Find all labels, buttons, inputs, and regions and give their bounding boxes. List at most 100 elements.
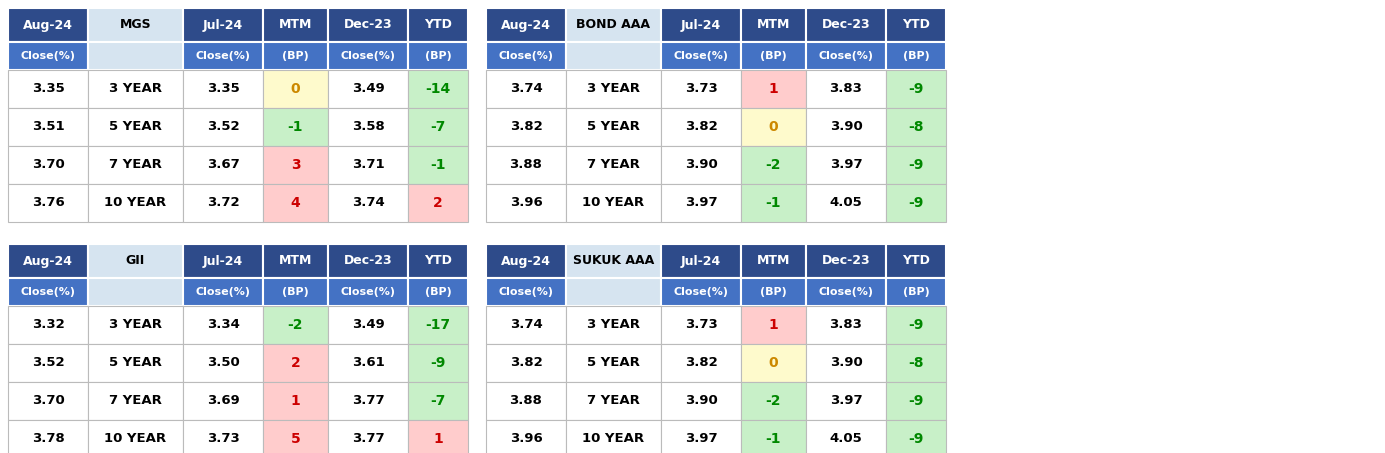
- Bar: [89, 420, 183, 453]
- Bar: [8, 42, 89, 70]
- Text: Close(%): Close(%): [673, 51, 729, 61]
- Text: (BP): (BP): [903, 51, 929, 61]
- Text: 3.96: 3.96: [510, 197, 543, 209]
- Bar: [661, 382, 741, 420]
- Bar: [566, 344, 661, 382]
- Bar: [566, 420, 661, 453]
- Text: -7: -7: [431, 120, 446, 134]
- Bar: [328, 108, 409, 146]
- Bar: [183, 184, 263, 222]
- Bar: [328, 70, 409, 108]
- Text: 3.97: 3.97: [830, 159, 863, 172]
- Text: 2: 2: [291, 356, 301, 370]
- Text: 4.05: 4.05: [830, 433, 863, 445]
- Bar: [806, 8, 886, 42]
- Bar: [409, 184, 468, 222]
- Bar: [486, 108, 566, 146]
- Text: 10 YEAR: 10 YEAR: [583, 197, 644, 209]
- Text: (BP): (BP): [283, 287, 309, 297]
- Text: 3.97: 3.97: [684, 433, 717, 445]
- Bar: [661, 42, 741, 70]
- Text: YTD: YTD: [424, 255, 452, 268]
- Bar: [741, 278, 806, 306]
- Bar: [183, 70, 263, 108]
- Text: -9: -9: [909, 432, 924, 446]
- Bar: [409, 146, 468, 184]
- Text: Dec-23: Dec-23: [343, 255, 392, 268]
- Text: 3.35: 3.35: [206, 82, 240, 96]
- Text: 3.35: 3.35: [32, 82, 64, 96]
- Bar: [89, 382, 183, 420]
- Text: 3.74: 3.74: [352, 197, 385, 209]
- Text: 10 YEAR: 10 YEAR: [104, 197, 166, 209]
- Bar: [661, 344, 741, 382]
- Bar: [566, 278, 661, 306]
- Bar: [886, 70, 946, 108]
- Text: 5 YEAR: 5 YEAR: [109, 357, 162, 370]
- Bar: [183, 244, 263, 278]
- Text: 5 YEAR: 5 YEAR: [109, 120, 162, 134]
- Text: -1: -1: [288, 120, 303, 134]
- Text: Aug-24: Aug-24: [501, 19, 551, 32]
- Bar: [183, 278, 263, 306]
- Bar: [566, 42, 661, 70]
- Text: -9: -9: [909, 394, 924, 408]
- Bar: [328, 146, 409, 184]
- Text: 3.74: 3.74: [510, 318, 543, 332]
- Bar: [741, 108, 806, 146]
- Text: Dec-23: Dec-23: [821, 255, 870, 268]
- Bar: [183, 382, 263, 420]
- Bar: [741, 70, 806, 108]
- Bar: [409, 278, 468, 306]
- Text: 3.71: 3.71: [352, 159, 384, 172]
- Bar: [183, 108, 263, 146]
- Text: 10 YEAR: 10 YEAR: [583, 433, 644, 445]
- Text: Aug-24: Aug-24: [501, 255, 551, 268]
- Text: (BP): (BP): [760, 51, 787, 61]
- Text: 3.72: 3.72: [206, 197, 240, 209]
- Bar: [566, 184, 661, 222]
- Text: 7 YEAR: 7 YEAR: [587, 159, 640, 172]
- Bar: [486, 382, 566, 420]
- Bar: [328, 306, 409, 344]
- Bar: [8, 306, 89, 344]
- Bar: [263, 70, 328, 108]
- Bar: [8, 420, 89, 453]
- Bar: [886, 8, 946, 42]
- Text: 3: 3: [291, 158, 301, 172]
- Text: Close(%): Close(%): [341, 287, 396, 297]
- Bar: [806, 70, 886, 108]
- Bar: [328, 244, 409, 278]
- Text: 3.69: 3.69: [206, 395, 240, 408]
- Bar: [263, 382, 328, 420]
- Text: 1: 1: [769, 318, 778, 332]
- Bar: [89, 344, 183, 382]
- Text: 0: 0: [291, 82, 301, 96]
- Bar: [741, 306, 806, 344]
- Bar: [409, 108, 468, 146]
- Bar: [183, 306, 263, 344]
- Bar: [89, 146, 183, 184]
- Text: 3.34: 3.34: [206, 318, 240, 332]
- Bar: [886, 42, 946, 70]
- Bar: [183, 146, 263, 184]
- Text: 5: 5: [291, 432, 301, 446]
- Bar: [661, 70, 741, 108]
- Text: (BP): (BP): [425, 51, 452, 61]
- Bar: [409, 382, 468, 420]
- Text: GII: GII: [126, 255, 145, 268]
- Bar: [566, 70, 661, 108]
- Bar: [183, 8, 263, 42]
- Bar: [741, 344, 806, 382]
- Text: -9: -9: [909, 196, 924, 210]
- Text: 7 YEAR: 7 YEAR: [587, 395, 640, 408]
- Text: Close(%): Close(%): [499, 51, 554, 61]
- Bar: [263, 146, 328, 184]
- Bar: [486, 146, 566, 184]
- Text: -2: -2: [766, 394, 781, 408]
- Text: 1: 1: [291, 394, 301, 408]
- Text: YTD: YTD: [902, 255, 929, 268]
- Bar: [566, 146, 661, 184]
- Bar: [806, 278, 886, 306]
- Text: Close(%): Close(%): [195, 51, 251, 61]
